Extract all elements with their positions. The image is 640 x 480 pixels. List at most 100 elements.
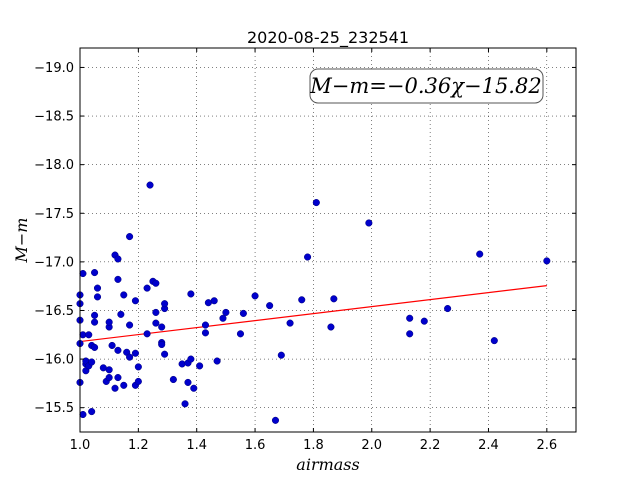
data-point [365, 219, 373, 227]
data-point [91, 343, 99, 351]
x-tick-label: 1.0 [70, 438, 91, 453]
data-point [304, 253, 312, 261]
plot-frame [79, 47, 577, 433]
data-point [93, 284, 102, 292]
data-point [158, 323, 166, 331]
data-point [330, 295, 338, 303]
data-point [126, 321, 134, 329]
x-tick-label: 1.8 [303, 438, 324, 453]
x-tick-label: 1.4 [186, 438, 207, 453]
data-point [201, 321, 210, 329]
data-point [143, 284, 151, 292]
data-point [187, 355, 195, 363]
data-point [152, 319, 160, 327]
fit-line [79, 284, 547, 343]
y-tick-label: −19.0 [34, 61, 74, 76]
data-point [266, 302, 274, 310]
data-point [114, 255, 122, 263]
data-point [88, 358, 96, 366]
data-points [76, 181, 551, 424]
data-point [406, 330, 414, 338]
y-axis-label: M−m [12, 218, 31, 264]
data-point [158, 340, 166, 349]
grid-lines [79, 48, 576, 432]
data-point [196, 362, 204, 370]
data-point [420, 317, 428, 325]
y-tick-label: −18.0 [34, 158, 74, 173]
data-point [117, 310, 125, 318]
data-point [134, 377, 142, 385]
data-point [108, 341, 116, 350]
x-axis-label: airmass [296, 455, 359, 474]
y-tick-label: −17.5 [34, 207, 74, 222]
data-point [298, 296, 306, 304]
data-point [251, 292, 259, 300]
x-tick-label: 1.2 [128, 438, 149, 453]
axis-ticks: 1.0 1.2 1.4 1.6 1.8 2.0 2.2 2.4 2.6 −15.5 −16.0 −16… [34, 48, 576, 453]
data-point [161, 300, 169, 308]
data-point [93, 293, 102, 301]
data-point [91, 318, 99, 326]
data-point [152, 279, 160, 287]
data-point [152, 308, 160, 316]
plot-area [80, 48, 576, 432]
data-point [91, 269, 99, 277]
data-point [201, 329, 210, 337]
data-point [126, 233, 134, 241]
data-point [111, 384, 119, 392]
y-tick-label: −16.0 [34, 353, 74, 368]
data-point [134, 363, 142, 371]
x-tick-label: 2.2 [420, 438, 441, 453]
y-tick-label: −18.5 [34, 110, 74, 125]
data-point [120, 381, 128, 389]
data-point [239, 309, 247, 317]
data-point [143, 330, 151, 338]
data-point [105, 366, 113, 374]
fit-line-group [79, 284, 547, 343]
data-point [105, 374, 113, 382]
data-point [286, 319, 294, 327]
data-point [114, 275, 122, 283]
data-point [169, 375, 177, 384]
data-point [327, 323, 335, 331]
data-point [184, 378, 192, 386]
y-tick-label: −15.5 [34, 401, 74, 416]
data-point [114, 346, 122, 354]
data-point [236, 330, 245, 338]
data-point [88, 408, 96, 416]
data-point [85, 331, 93, 339]
data-point [543, 257, 551, 265]
data-point [181, 400, 189, 408]
data-point [131, 297, 139, 305]
data-point [91, 311, 99, 319]
data-point [219, 314, 227, 322]
data-point [312, 199, 320, 207]
data-point [146, 181, 154, 189]
data-point [105, 318, 113, 326]
data-point [79, 410, 87, 419]
data-point [79, 269, 87, 278]
data-point [213, 357, 221, 365]
data-point [126, 353, 134, 361]
data-point [490, 337, 498, 345]
y-tick-label: −17.0 [34, 255, 74, 270]
data-point [114, 374, 122, 382]
data-point [131, 349, 139, 357]
data-point [120, 291, 128, 299]
data-point [190, 384, 198, 392]
data-point [444, 304, 452, 313]
data-point [406, 314, 414, 322]
data-point [187, 290, 195, 298]
data-point [210, 297, 218, 305]
x-tick-label: 1.6 [245, 438, 266, 453]
x-tick-label: 2.6 [536, 438, 557, 453]
y-tick-label: −16.5 [34, 304, 74, 319]
data-point [178, 360, 186, 368]
annotation-box [309, 68, 544, 104]
data-point [271, 416, 280, 424]
data-point [476, 250, 484, 258]
chart-title: 2020-08-25_232541 [247, 28, 409, 48]
data-point [277, 351, 285, 359]
x-tick-label: 2.4 [478, 438, 499, 453]
